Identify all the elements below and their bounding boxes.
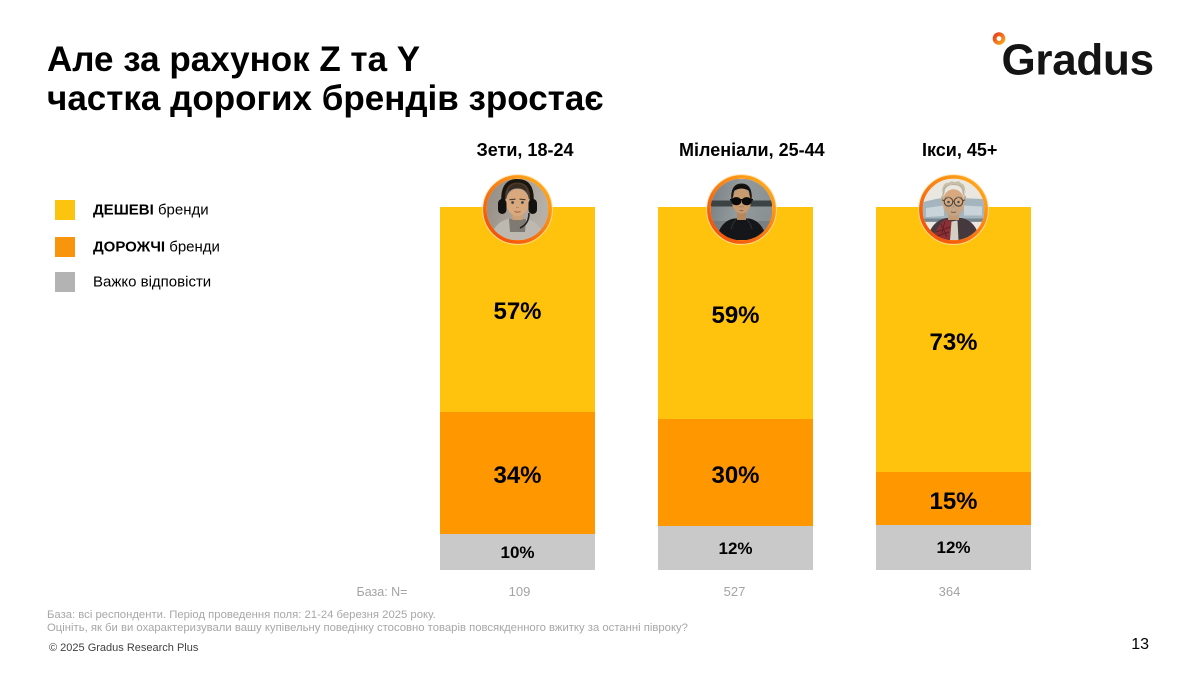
svg-text:Gradus: Gradus (1002, 36, 1154, 82)
